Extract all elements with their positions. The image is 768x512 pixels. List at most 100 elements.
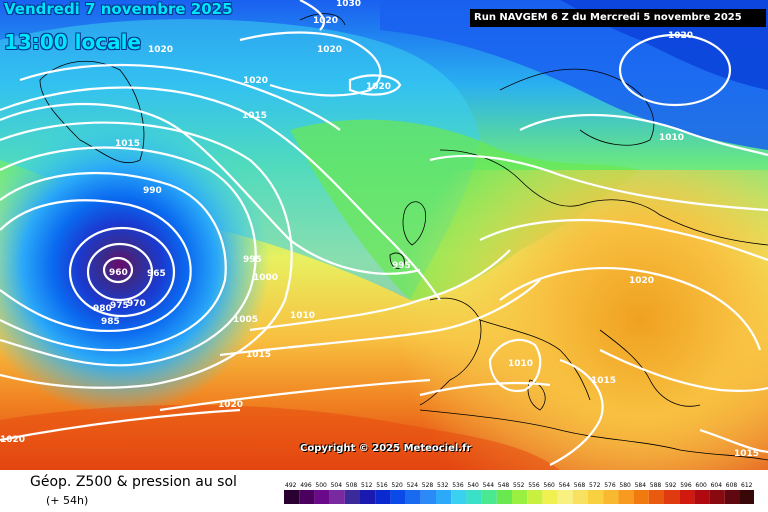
legend-value-label: 568: [574, 482, 586, 489]
legend-swatch: [542, 490, 558, 504]
legend-value-label: 536: [452, 482, 464, 489]
legend-swatch: [390, 490, 406, 504]
legend-swatch: [709, 490, 725, 504]
legend-swatch: [557, 490, 573, 504]
legend-value-label: 492: [285, 482, 297, 489]
legend-swatch: [360, 490, 376, 504]
legend-swatch: [664, 490, 680, 504]
legend-value-label: 596: [680, 482, 692, 489]
legend-value-label: 532: [437, 482, 449, 489]
legend-value-label: 544: [483, 482, 495, 489]
subtropical-warm-belt: [0, 405, 560, 470]
legend-value-label: 552: [513, 482, 525, 489]
legend-value-label: 528: [422, 482, 434, 489]
legend-swatch: [329, 490, 345, 504]
legend-swatch: [588, 490, 604, 504]
legend-value-label: 576: [604, 482, 616, 489]
isobar-label: 1020: [0, 435, 25, 445]
legend-value-label: 556: [528, 482, 540, 489]
legend-value-label: 512: [361, 482, 373, 489]
legend-swatch: [633, 490, 649, 504]
low-center-label: 960: [109, 268, 128, 278]
legend-swatch: [724, 490, 740, 504]
isobar-label: 1010: [659, 133, 684, 143]
isobar-labels: 1030 1020 1020 1020 1020 1020 1015 1015 …: [0, 0, 759, 459]
legend-swatch: [299, 490, 315, 504]
legend-value-label: 604: [711, 482, 723, 489]
legend-value-label: 496: [300, 482, 312, 489]
product-title: Géop. Z500 & pression au sol: [30, 474, 237, 490]
european-high-area: [380, 170, 768, 470]
legend-swatch: [344, 490, 360, 504]
isobar-label: 1020: [668, 31, 693, 41]
legend-value-label: 508: [346, 482, 358, 489]
isobar-label: 1015: [246, 350, 271, 360]
isobar-label: 1020: [629, 276, 654, 286]
legend-swatch: [375, 490, 391, 504]
isobar-label: 1020: [218, 400, 243, 410]
legend-value-label: 504: [331, 482, 343, 489]
legend-value-label: 580: [619, 482, 631, 489]
isobar-label: 985: [101, 317, 120, 327]
legend-value-label: 500: [315, 482, 327, 489]
isobar-label: 1020: [148, 45, 173, 55]
legend-value-label: 588: [650, 482, 662, 489]
legend-value-label: 520: [391, 482, 403, 489]
legend-value-label: 560: [543, 482, 555, 489]
legend-value-label: 572: [589, 482, 601, 489]
color-legend: 492 496 500 504 508 512 516 520 524 528 532 536 540 5…: [284, 482, 754, 504]
valid-time: 13:00 locale: [4, 30, 141, 54]
legend-swatch: [679, 490, 695, 504]
legend-value-label: 564: [559, 482, 571, 489]
legend-swatch: [466, 490, 482, 504]
isobar-label: 990: [143, 186, 162, 196]
isobar-label: 1015: [242, 111, 267, 121]
isobar-label: 1020: [313, 16, 338, 26]
isobar-label: 995: [243, 255, 262, 265]
legend-value-label: 548: [498, 482, 510, 489]
run-info: Run NAVGEM 6 Z du Mercredi 5 novembre 20…: [470, 9, 766, 27]
legend-swatch: [496, 490, 512, 504]
legend-swatch: [512, 490, 528, 504]
legend-swatch: [603, 490, 619, 504]
legend-value-label: 516: [376, 482, 388, 489]
legend-value-label: 592: [665, 482, 677, 489]
legend-value-label: 608: [726, 482, 738, 489]
valid-date: Vendredi 7 novembre 2025: [4, 0, 233, 18]
isobar-label: 975: [110, 301, 129, 311]
isobar-label: 965: [147, 269, 166, 279]
isobar-label: 1015: [591, 376, 616, 386]
legend-swatch: [618, 490, 634, 504]
legend-value-label: 524: [407, 482, 419, 489]
legend-swatch: [284, 490, 300, 504]
legend-swatch: [481, 490, 497, 504]
isobars: [0, 0, 768, 465]
legend-swatch: [451, 490, 467, 504]
isobar-label: 970: [127, 299, 146, 309]
legend-swatch: [648, 490, 664, 504]
legend-value-label: 600: [695, 482, 707, 489]
legend-swatch: [436, 490, 452, 504]
forecast-hour: (+ 54h): [46, 494, 89, 507]
isobar-label: 1015: [734, 449, 759, 459]
legend-swatch: [420, 490, 436, 504]
isobar-label: 1020: [243, 76, 268, 86]
isobar-label: 1010: [290, 311, 315, 321]
legend-value-label: 612: [741, 482, 753, 489]
isobar-label: 980: [93, 304, 112, 314]
legend-swatch: [314, 490, 330, 504]
legend-value-label: 540: [467, 482, 479, 489]
legend-swatch: [527, 490, 543, 504]
isobar-label: 1000: [253, 273, 278, 283]
legend-swatch: [405, 490, 421, 504]
legend-swatch: [694, 490, 710, 504]
isobar-label: 1005: [233, 315, 258, 325]
copyright-notice: Copyright © 2025 Meteociel.fr: [300, 443, 472, 454]
footer: Géop. Z500 & pression au sol (+ 54h) 492…: [0, 470, 768, 512]
isobar-label: 995: [392, 261, 411, 271]
deep-low-area: [0, 100, 320, 420]
isobar-label: 1030: [336, 0, 361, 9]
legend-swatch: [740, 490, 754, 504]
isobar-label: 1020: [366, 82, 391, 92]
weather-map: 1030 1020 1020 1020 1020 1020 1015 1015 …: [0, 0, 768, 470]
